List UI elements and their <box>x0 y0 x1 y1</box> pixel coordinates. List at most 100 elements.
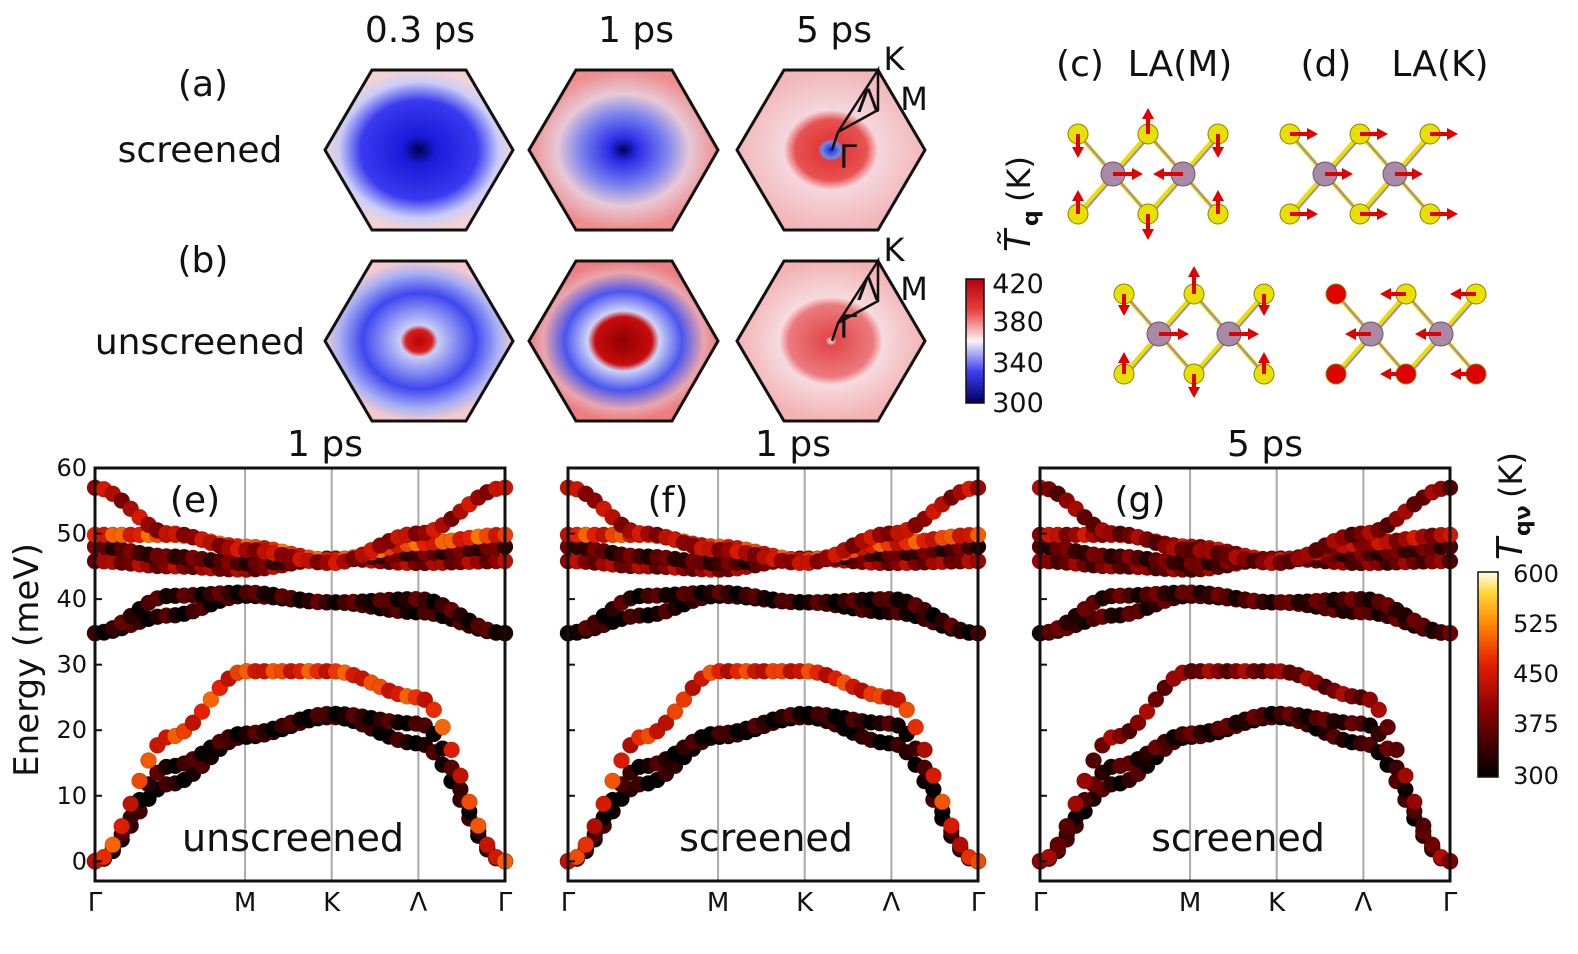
arrow-head <box>1212 147 1224 158</box>
mode-point <box>942 817 960 835</box>
hex-cb-label-sub: q <box>1019 210 1044 226</box>
panel-inner-label: screened <box>679 816 853 860</box>
panel-inner-label: screened <box>1151 816 1325 860</box>
hex-b-1ps <box>527 259 720 423</box>
mode-point <box>460 793 478 811</box>
arrow-head <box>1118 352 1130 363</box>
label-a: (a) <box>178 64 228 105</box>
mode-point <box>1085 752 1102 769</box>
arrow-head <box>1345 328 1356 340</box>
cb2-label-main: T <box>1490 535 1531 560</box>
arrow-head <box>1377 128 1388 140</box>
mode-point <box>675 691 693 708</box>
row-title-screened: screened <box>118 130 283 171</box>
panel-frame <box>93 466 507 883</box>
series-TA <box>559 705 987 870</box>
cb2-tick-525: 525 <box>1513 610 1559 638</box>
series-LA <box>86 662 514 870</box>
mode-point <box>1147 691 1165 708</box>
x-tick-label: Λ <box>409 888 427 918</box>
cb2-label-sub: qν <box>1511 505 1536 536</box>
bz-path-a: K M Λ Γ <box>830 40 928 176</box>
bz-m-a: M <box>900 80 928 118</box>
sulfur-atom <box>1325 363 1347 385</box>
mode-point <box>452 767 469 785</box>
bz-path-b: K M Λ Γ <box>830 231 928 346</box>
sulfur-atom <box>1325 283 1347 305</box>
mode-point <box>951 836 969 854</box>
x-tick-label: M <box>1179 888 1201 918</box>
mode-point <box>666 703 684 720</box>
hex-a-5ps <box>735 68 927 232</box>
series-A1 <box>559 479 987 572</box>
bz-k-b: K <box>884 231 906 269</box>
arrow-head <box>1188 387 1200 398</box>
arrow-head <box>1342 168 1353 180</box>
arrow-head <box>1380 368 1391 380</box>
mode-point <box>443 741 460 759</box>
mode-point <box>907 718 924 736</box>
series-A1 <box>1031 479 1459 572</box>
x-tick-label: Γ <box>88 888 103 918</box>
mode-point <box>898 701 916 719</box>
arrow-head <box>1307 208 1318 220</box>
bz-k-a: K <box>884 40 906 78</box>
mode-point <box>425 701 443 719</box>
structure-c-bottom <box>1113 266 1275 398</box>
panel-title: 5 ps <box>1227 424 1303 465</box>
mode-point <box>478 836 496 854</box>
mode-point <box>1415 817 1432 835</box>
series-TO2 <box>1031 584 1459 642</box>
mode-point <box>122 795 139 813</box>
mode-point <box>469 817 487 835</box>
mode-point <box>595 795 613 813</box>
y-axis-label: Energy (meV) <box>7 543 47 777</box>
col-title-5ps: 5 ps <box>796 10 872 51</box>
mode-point <box>1129 714 1147 732</box>
mode-point <box>586 817 604 835</box>
series-LA <box>1031 662 1459 870</box>
arrow-head <box>1377 208 1388 220</box>
hex-cb-label-unit: (K) <box>1000 156 1038 202</box>
mode-point <box>1370 701 1387 719</box>
arrow-head <box>1380 288 1391 300</box>
mode-point <box>1049 836 1067 854</box>
arrow-head <box>1248 328 1259 340</box>
mode-point <box>1067 795 1084 813</box>
arrow-head <box>1212 190 1224 201</box>
hex-colorbar: 420 380 340 300 T̃ q (K) <box>965 156 1044 419</box>
bz-gamma-b: Γ <box>839 308 857 346</box>
label-b: (b) <box>178 240 229 281</box>
x-tick-label: Γ <box>498 888 513 918</box>
mode-point <box>131 772 148 790</box>
panel-tag: (f) <box>648 480 689 521</box>
hex-colorbar-bar <box>965 278 985 404</box>
mode-point <box>140 752 157 769</box>
mode-point <box>1379 718 1396 736</box>
x-tick-label: M <box>707 888 729 918</box>
y-tick-label: 30 <box>56 651 87 679</box>
structures: (c) LA(M) (d) LA(K) <box>1056 44 1489 398</box>
hex-a-0.3ps <box>323 68 515 232</box>
arrow-head <box>1142 108 1154 119</box>
x-tick-label: K <box>323 888 341 918</box>
mode-point <box>916 741 933 759</box>
hex-maps: 0.3 ps 1 ps 5 ps (a) screened (b) unscre… <box>95 10 1044 423</box>
structure-drawings <box>1067 108 1487 398</box>
hex-b-0.3ps <box>323 259 515 423</box>
panel-1: Γ M K Λ Γ 1 ps (f) screened <box>559 424 987 918</box>
bz-m-b: M <box>900 270 928 308</box>
col-title-0.3ps: 0.3 ps <box>365 10 475 51</box>
panel-frame <box>1038 466 1452 883</box>
label-c: (c) <box>1056 44 1104 85</box>
mode-point <box>193 703 211 720</box>
panel-0: 0 10 20 30 40 50 60 Γ M K Λ Γ 1 ps (e) unscreened <box>56 424 514 918</box>
hex-cb-tick-340: 340 <box>992 348 1044 379</box>
hex-cb-tick-380: 380 <box>992 307 1044 338</box>
mode-point <box>925 767 942 785</box>
panel-2: Γ M K Λ Γ 5 ps (g) screened <box>1031 424 1459 918</box>
y-tick-label: 50 <box>56 520 87 548</box>
mode-point <box>1397 767 1414 785</box>
label-d: (d) <box>1301 44 1352 85</box>
series-LA <box>559 662 987 870</box>
